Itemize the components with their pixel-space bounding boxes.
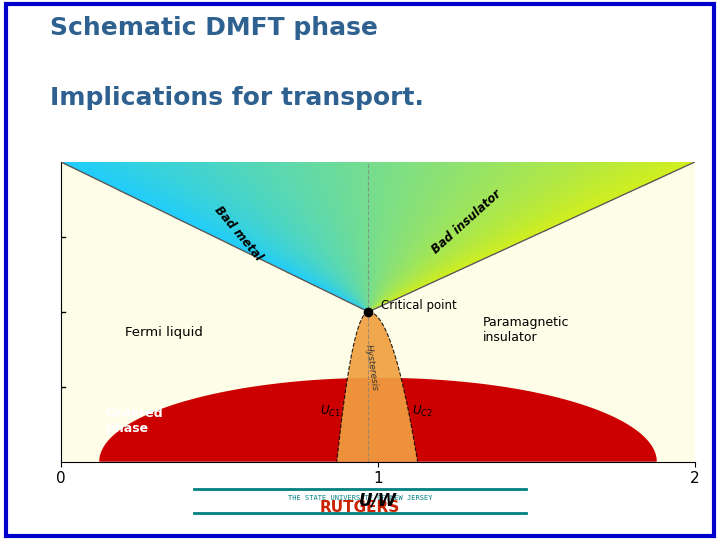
Text: RUTGERS: RUTGERS [320,500,400,515]
Text: Implications for transport.: Implications for transport. [50,86,424,110]
Polygon shape [61,162,695,462]
Polygon shape [337,312,418,462]
Text: $U_{C1}$: $U_{C1}$ [320,404,341,420]
Text: Fermi liquid: Fermi liquid [125,326,202,339]
Text: Ordered
phase: Ordered phase [106,407,163,435]
Text: Hysteresis: Hysteresis [364,344,379,392]
Text: Critical point: Critical point [381,299,457,312]
X-axis label: U/W: U/W [359,492,397,510]
Text: Bad insulator: Bad insulator [429,187,504,256]
Text: Paramagnetic
insulator: Paramagnetic insulator [482,316,569,344]
Polygon shape [61,378,695,462]
Text: Schematic DMFT phase: Schematic DMFT phase [50,16,378,40]
Text: $U_{C2}$: $U_{C2}$ [412,404,433,420]
Text: THE STATE UNIVERSITY OF NEW JERSEY: THE STATE UNIVERSITY OF NEW JERSEY [288,495,432,501]
Text: Bad metal: Bad metal [212,204,265,264]
